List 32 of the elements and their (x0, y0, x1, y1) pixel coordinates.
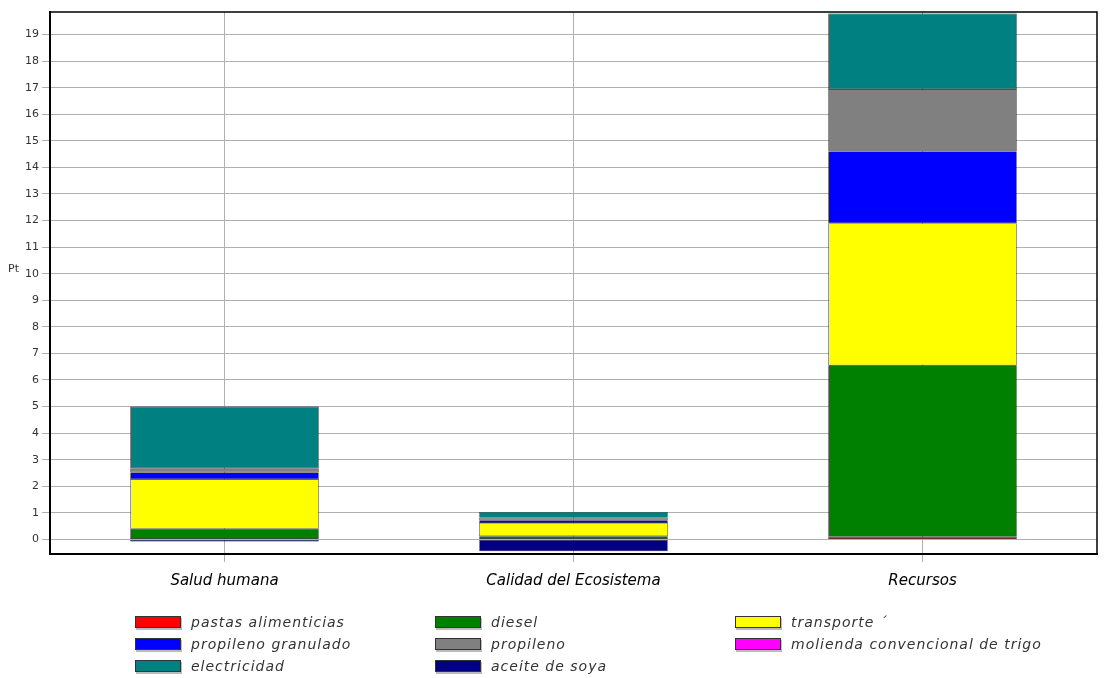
y-tick-label: 19 (25, 27, 39, 41)
y-axis-title: Pt (8, 262, 19, 275)
y-tick-label: 10 (25, 266, 39, 280)
y-tick-label: 14 (25, 160, 39, 174)
y-tick-label: 3 (32, 452, 39, 466)
y-tick-label: 18 (25, 54, 39, 68)
y-tick-label: 7 (32, 346, 39, 360)
y-tick-label: 2 (32, 479, 39, 493)
legend-label: propileno granulado (191, 636, 352, 652)
legend-label: pastas alimenticias (191, 614, 345, 630)
legend-label: electricidad (191, 658, 285, 674)
x-tick-label: Recursos (888, 570, 957, 589)
y-tick-label: 16 (25, 107, 39, 121)
x-tick-label: Salud humana (170, 570, 279, 589)
y-tick-label: 11 (25, 239, 39, 253)
y-tick-label: 4 (32, 425, 39, 439)
y-tick-label: 0 (32, 532, 39, 546)
y-tick-label: 15 (25, 133, 39, 147)
y-tick-label: 13 (25, 186, 39, 200)
legend-label: transporte ´ (791, 614, 888, 630)
y-tick-label: 17 (25, 80, 39, 94)
x-tick-label: Calidad del Ecosistema (486, 570, 661, 589)
y-tick-label: 5 (32, 399, 39, 413)
y-tick-label: 1 (32, 505, 39, 519)
legend-label: propileno (491, 636, 566, 652)
y-tick-label: 9 (32, 293, 39, 307)
y-tick-label: 8 (32, 319, 39, 333)
legend-label: aceite de soya (491, 658, 608, 674)
legend-label: molienda convencional de trigo (791, 636, 1042, 652)
y-tick-label: 12 (25, 213, 39, 227)
y-tick-label: 6 (32, 372, 39, 386)
legend-label: diesel (491, 614, 539, 630)
